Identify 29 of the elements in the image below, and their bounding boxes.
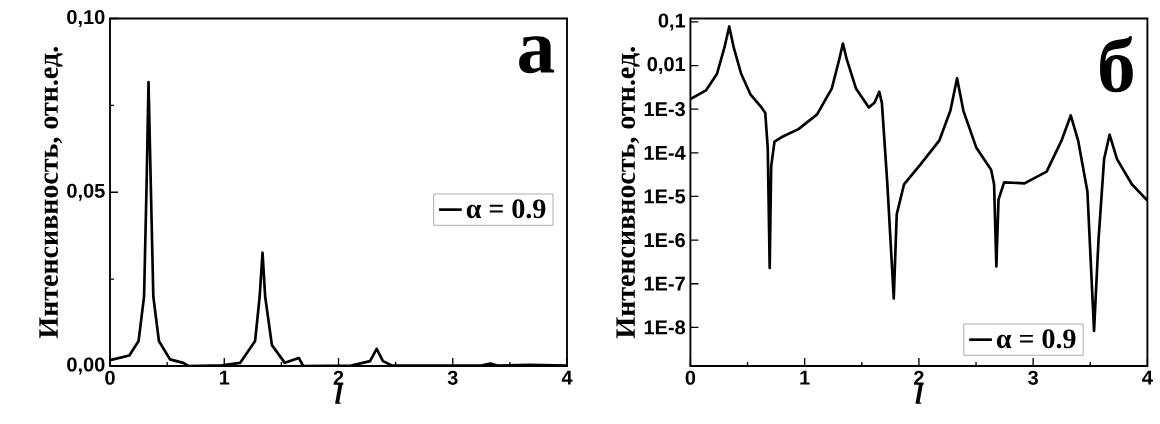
y-tick-label: 1E-8 bbox=[644, 320, 686, 335]
y-tick-label: 1E-5 bbox=[644, 189, 686, 204]
y-tick-label: 1E-4 bbox=[644, 145, 686, 160]
y-axis-title: Интенсивность, отн.ед. bbox=[616, 47, 640, 339]
y-tick-label: 0,01 bbox=[647, 57, 686, 75]
x-tick-label: 4 bbox=[1142, 370, 1153, 385]
x-tick-label: 2 bbox=[333, 370, 344, 385]
y-axis-title: Интенсивность, отн.ед. bbox=[39, 47, 63, 339]
y-tick-label: 1E-6 bbox=[644, 233, 685, 248]
x-tick-label: 0 bbox=[685, 370, 696, 385]
x-tick-label: 1 bbox=[219, 370, 230, 385]
x-tick-label: 1 bbox=[800, 370, 810, 385]
annotation: а bbox=[519, 36, 555, 74]
annotation: б bbox=[1100, 36, 1133, 93]
x-tick-label: 0 bbox=[105, 370, 115, 385]
x-tick-label: 3 bbox=[447, 370, 458, 385]
legend-label: α = 0.9 bbox=[996, 329, 1076, 349]
x-tick-label: 4 bbox=[561, 370, 573, 385]
y-tick-label: 1E-3 bbox=[644, 102, 685, 117]
x-tick-label: 2 bbox=[914, 370, 924, 385]
x-axis-title: l bbox=[335, 383, 343, 404]
x-axis-title: l bbox=[915, 383, 923, 404]
x-tick-label: 3 bbox=[1028, 370, 1038, 385]
y-tick-label: 0,10 bbox=[67, 9, 105, 28]
y-tick-label: 0,05 bbox=[67, 183, 105, 201]
legend-label: α = 0.9 bbox=[466, 199, 546, 219]
y-tick-label: 0,1 bbox=[658, 13, 686, 31]
y-tick-label: 0,00 bbox=[67, 357, 105, 375]
y-tick-label: 1E-7 bbox=[644, 276, 685, 291]
